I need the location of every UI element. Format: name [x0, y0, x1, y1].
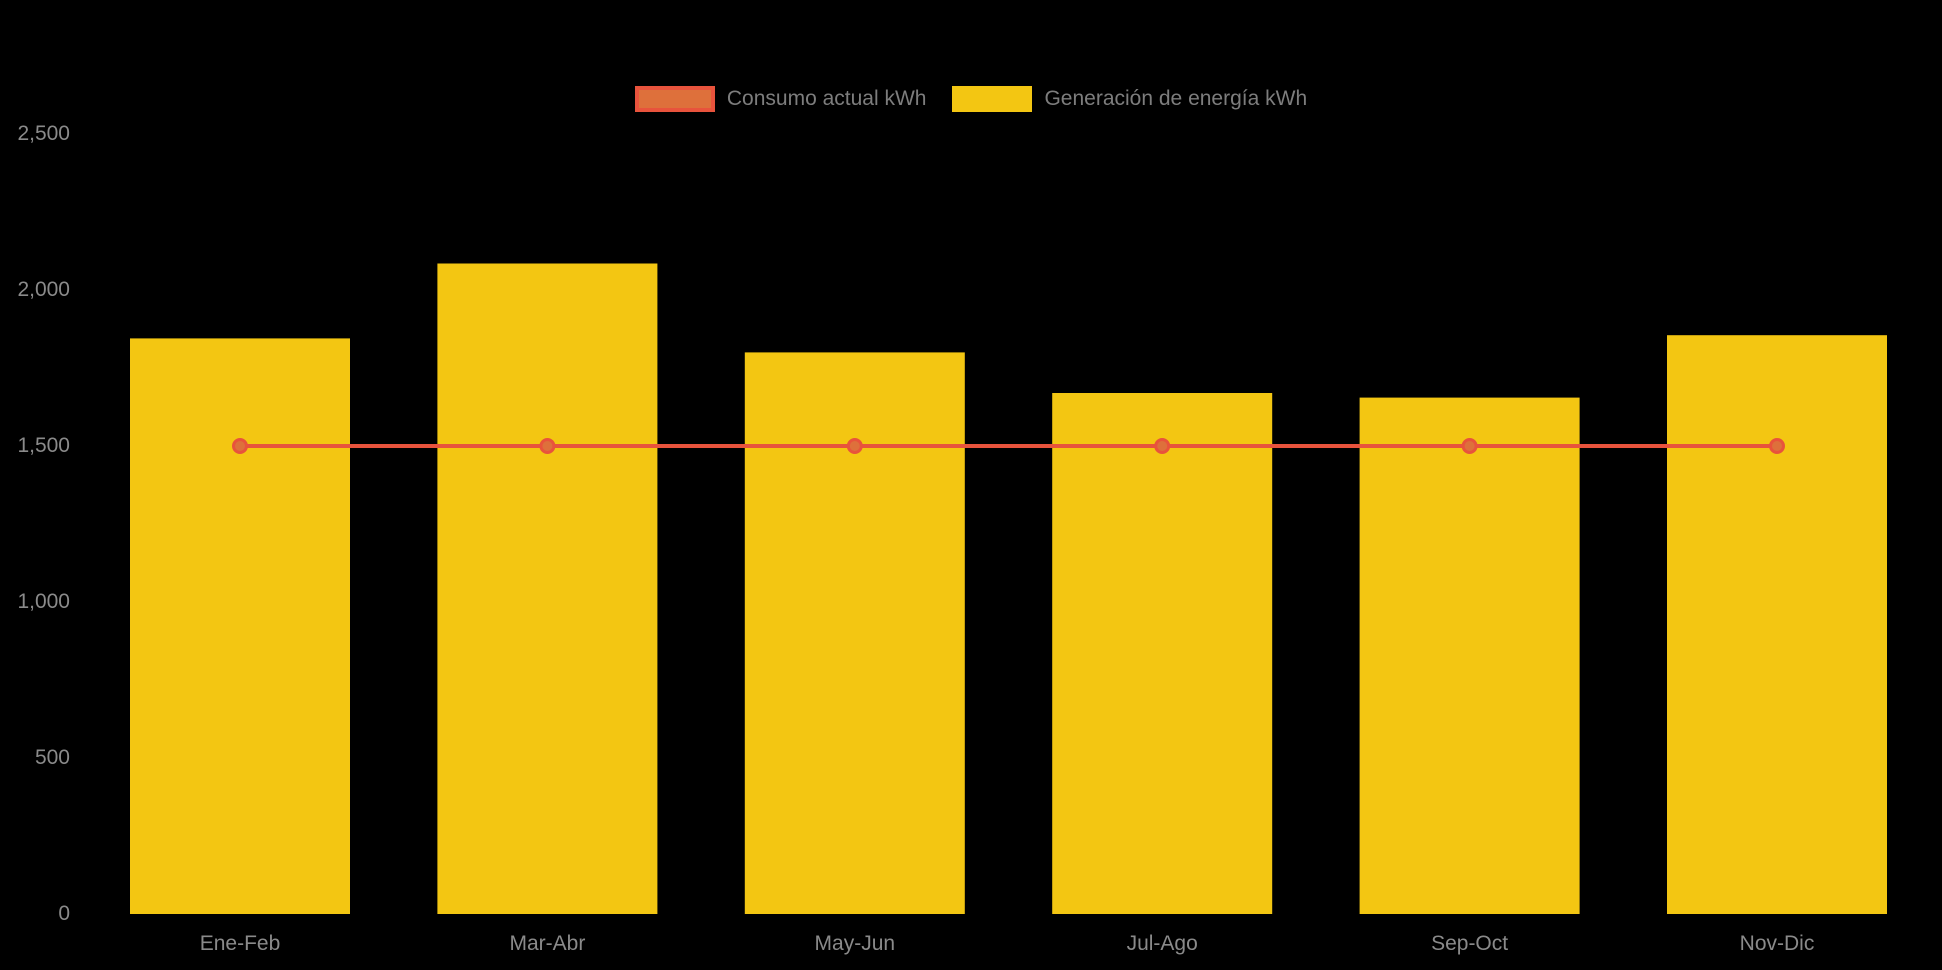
bar-Nov-Dic — [1667, 335, 1887, 914]
bar-Jul-Ago — [1052, 393, 1273, 914]
legend-swatch-generacion-icon — [952, 86, 1033, 112]
consumo-point-Nov-Dic — [1769, 438, 1785, 454]
consumo-point-Mar-Abr — [539, 438, 556, 454]
consumo-point-Ene-Feb — [232, 438, 248, 454]
bar-May-Jun — [744, 352, 965, 914]
bar-Sep-Oct — [1359, 397, 1580, 915]
legend-item-consumo[interactable]: Consumo actual kWh — [634, 86, 927, 112]
bar-Ene-Feb — [130, 338, 350, 914]
consumo-point-May-Jun — [846, 438, 863, 454]
consumo-point-Sep-Oct — [1461, 438, 1478, 454]
chart-legend: Consumo actual kWh Generación de energía… — [0, 86, 1942, 112]
legend-item-generacion[interactable]: Generación de energía kWh — [952, 86, 1307, 112]
legend-swatch-consumo-icon — [634, 86, 715, 112]
consumo-point-Jul-Ago — [1154, 438, 1171, 454]
legend-label-consumo: Consumo actual kWh — [726, 87, 927, 110]
legend-label-generacion: Generación de energía kWh — [1044, 87, 1308, 110]
bar-Mar-Abr — [437, 263, 658, 914]
